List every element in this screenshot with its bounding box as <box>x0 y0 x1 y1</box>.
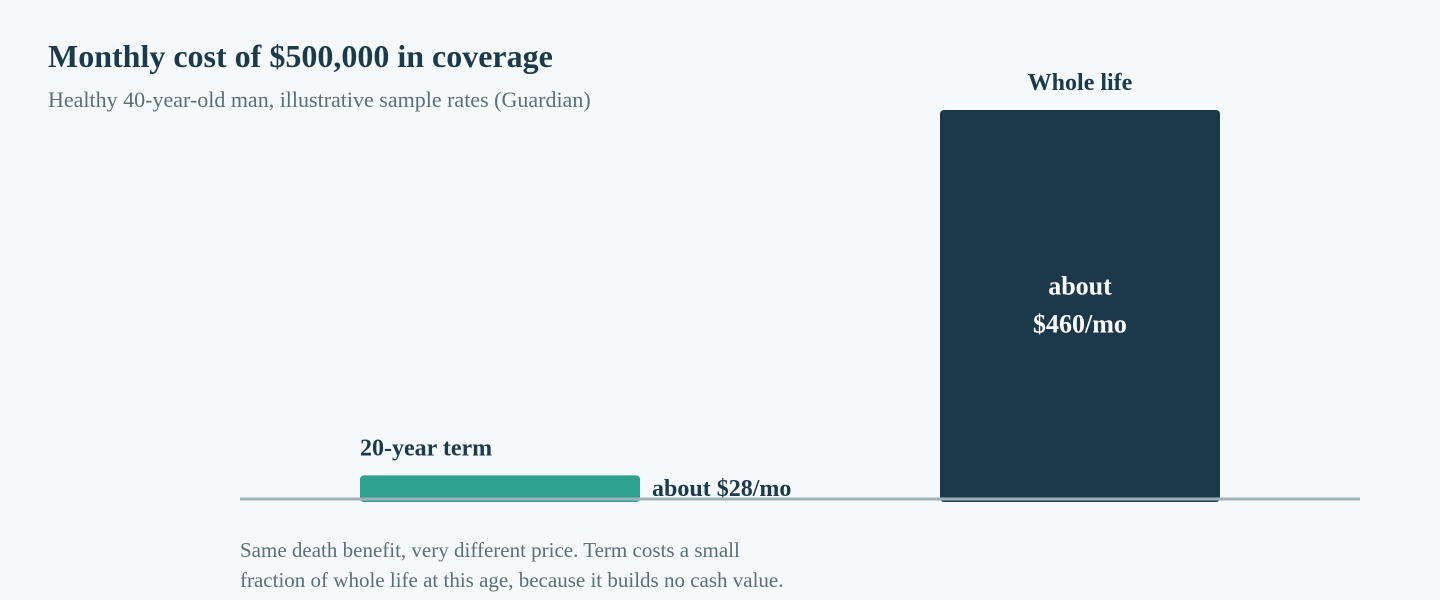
data-label-whole-life-line-1: about <box>1048 272 1112 301</box>
chart-note-line-2: fraction of whole life at this age, beca… <box>240 568 784 592</box>
bar-whole-life <box>940 110 1220 502</box>
bar-20-year-term <box>360 475 640 502</box>
chart-note: Same death benefit, very different price… <box>240 535 880 595</box>
chart-subtitle: Healthy 40-year-old man, illustrative sa… <box>48 87 591 112</box>
category-label-20-year-term: 20-year term <box>360 435 492 461</box>
category-label-whole-life: Whole life <box>1028 70 1133 96</box>
chart-note-line-1: Same death benefit, very different price… <box>240 538 740 562</box>
data-label-whole-life-line-2: $460/mo <box>1033 310 1127 339</box>
chart-title: Monthly cost of $500,000 in coverage <box>48 38 553 74</box>
